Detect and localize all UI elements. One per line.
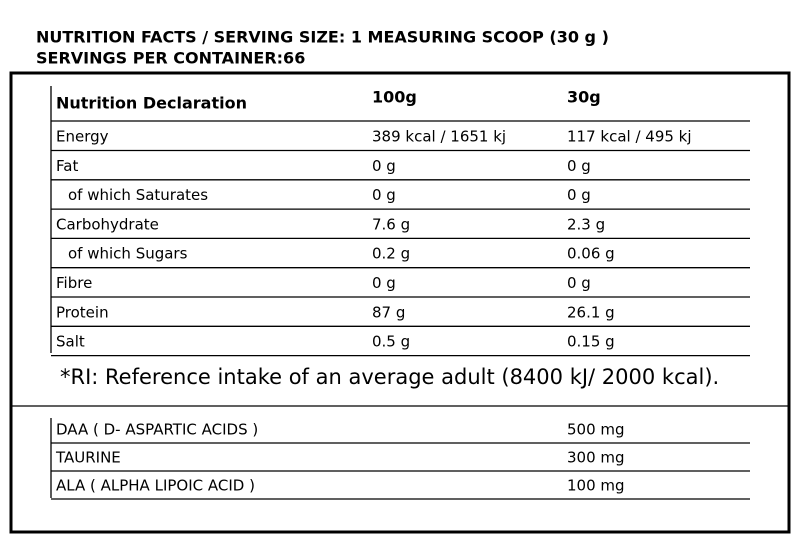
row-label: ALA ( ALPHA LIPOIC ACID ) <box>56 477 255 495</box>
row-label: DAA ( D- ASPARTIC ACIDS ) <box>56 421 258 439</box>
column-header: 100g <box>372 88 417 107</box>
cell: 500 mg <box>567 421 625 439</box>
column-header: 30g <box>567 88 601 107</box>
cell: 0 g <box>372 186 396 204</box>
row-label: Energy <box>56 128 109 146</box>
row-label: Fibre <box>56 274 92 292</box>
cell: 0 g <box>567 157 591 175</box>
row-label: of which Saturates <box>68 186 208 204</box>
column-header: Nutrition Declaration <box>56 94 247 113</box>
row-label: of which Sugars <box>68 245 188 263</box>
cell: 87 g <box>372 303 405 321</box>
cell: 117 kcal / 495 kj <box>567 128 692 146</box>
cell: 300 mg <box>567 449 625 467</box>
footnote: *RI: Reference intake of an average adul… <box>60 365 719 389</box>
cell: 7.6 g <box>372 215 410 233</box>
row-label: Salt <box>56 333 85 351</box>
cell: 0 g <box>567 186 591 204</box>
cell: 0 g <box>372 157 396 175</box>
row-label: Protein <box>56 303 109 321</box>
row-label: TAURINE <box>55 449 121 467</box>
cell: 100 mg <box>567 477 625 495</box>
cell: 0 g <box>372 274 396 292</box>
box <box>9 71 791 534</box>
row-label: Carbohydrate <box>56 215 159 233</box>
cell: 0.5 g <box>372 333 410 351</box>
cell: 0.2 g <box>372 245 410 263</box>
header-line: NUTRITION FACTS / SERVING SIZE: 1 MEASUR… <box>36 28 609 47</box>
cell: 0.06 g <box>567 245 615 263</box>
cell: 0.15 g <box>567 333 615 351</box>
cell: 2.3 g <box>567 215 605 233</box>
cell: 0 g <box>567 274 591 292</box>
header-line: SERVINGS PER CONTAINER:66 <box>36 49 305 68</box>
cell: 26.1 g <box>567 303 615 321</box>
cell: 389 kcal / 1651 kj <box>372 128 506 146</box>
row-label: Fat <box>56 157 78 175</box>
